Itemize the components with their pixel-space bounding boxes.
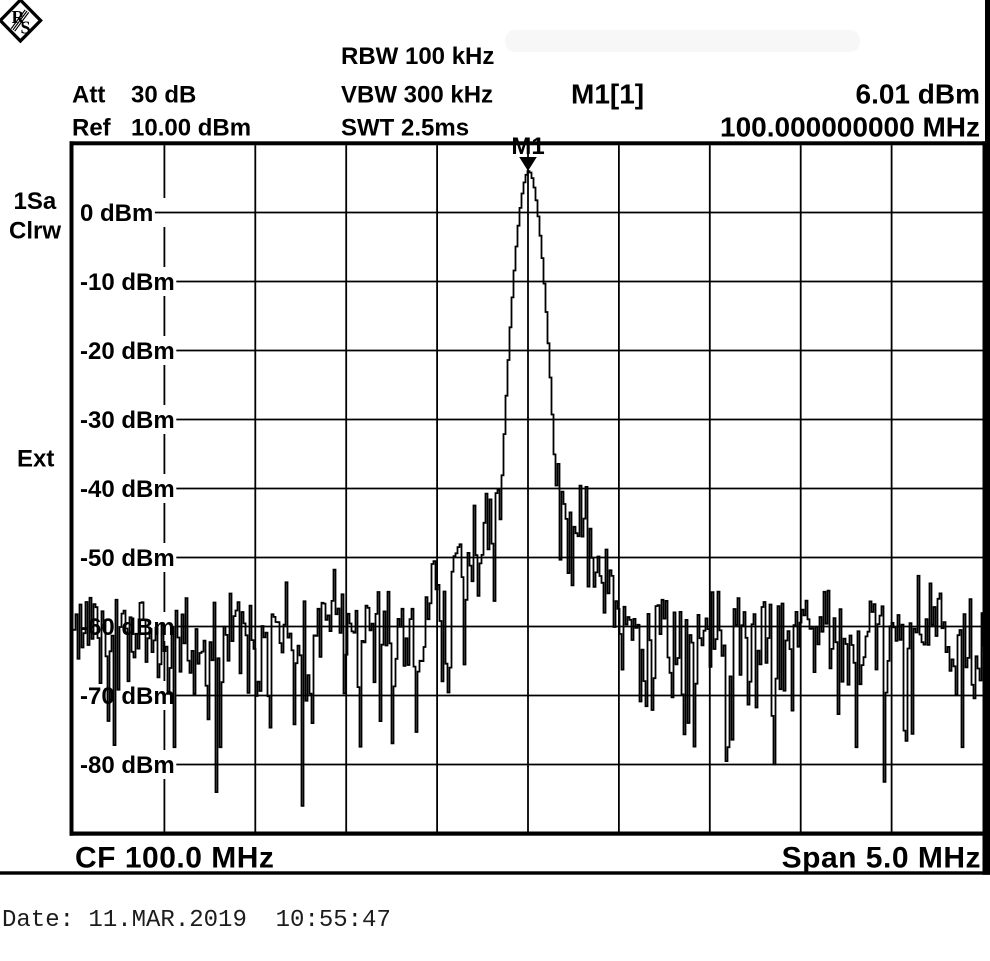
svg-text:-20 dBm: -20 dBm (80, 338, 175, 365)
svg-text:M1: M1 (511, 133, 544, 160)
svg-text:-70 dBm: -70 dBm (80, 683, 175, 710)
svg-text:M1[1]: M1[1] (571, 79, 644, 110)
svg-text:0 dBm: 0 dBm (80, 200, 153, 227)
svg-text:Ref: Ref (72, 115, 112, 142)
svg-text:-50 dBm: -50 dBm (80, 545, 175, 572)
svg-text:S: S (21, 18, 31, 38)
svg-text:Ext: Ext (17, 446, 54, 473)
svg-text:100.000000000 MHz: 100.000000000 MHz (720, 112, 980, 143)
svg-text:6.01 dBm: 6.01 dBm (856, 79, 981, 110)
svg-text:-30 dBm: -30 dBm (80, 407, 175, 434)
svg-text:30 dB: 30 dB (131, 82, 196, 109)
svg-text:1Sa: 1Sa (14, 188, 57, 215)
svg-text:-40 dBm: -40 dBm (80, 476, 175, 503)
svg-text:Span 5.0 MHz: Span 5.0 MHz (782, 842, 981, 875)
svg-text:Att: Att (72, 82, 105, 109)
svg-text:10.00 dBm: 10.00 dBm (131, 115, 251, 142)
svg-text:Date: 11.MAR.2019 10:55:47: Date: 11.MAR.2019 10:55:47 (2, 907, 391, 934)
svg-text:-80 dBm: -80 dBm (80, 752, 175, 779)
svg-text:-10 dBm: -10 dBm (80, 269, 175, 296)
svg-text:RBW 100 kHz: RBW 100 kHz (341, 43, 494, 70)
svg-text:Clrw: Clrw (9, 218, 61, 245)
svg-text:CF 100.0 MHz: CF 100.0 MHz (75, 842, 274, 875)
svg-text:VBW 300 kHz: VBW 300 kHz (341, 82, 493, 109)
svg-text:SWT 2.5ms: SWT 2.5ms (341, 115, 469, 142)
